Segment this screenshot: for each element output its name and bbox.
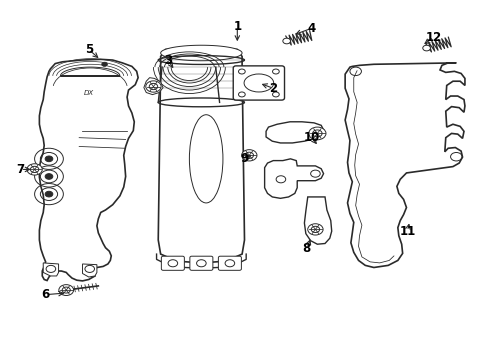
Circle shape xyxy=(282,38,290,44)
FancyBboxPatch shape xyxy=(161,256,184,270)
Polygon shape xyxy=(264,159,323,198)
Text: 1: 1 xyxy=(233,20,241,33)
Text: 3: 3 xyxy=(163,54,172,67)
Text: 9: 9 xyxy=(240,152,248,165)
Circle shape xyxy=(45,174,53,179)
Polygon shape xyxy=(43,263,59,276)
Text: 2: 2 xyxy=(268,82,277,95)
Polygon shape xyxy=(61,67,120,76)
Text: 4: 4 xyxy=(307,22,315,35)
Circle shape xyxy=(241,150,256,161)
Circle shape xyxy=(45,191,53,197)
Circle shape xyxy=(45,156,53,162)
FancyBboxPatch shape xyxy=(233,66,284,100)
Circle shape xyxy=(422,45,429,51)
Circle shape xyxy=(308,127,325,140)
Polygon shape xyxy=(82,264,97,277)
Text: 5: 5 xyxy=(84,43,93,56)
FancyBboxPatch shape xyxy=(189,256,212,270)
Text: 11: 11 xyxy=(399,225,415,238)
Text: DX: DX xyxy=(83,90,94,95)
Polygon shape xyxy=(161,45,242,61)
Ellipse shape xyxy=(244,74,273,92)
Polygon shape xyxy=(265,122,323,143)
Text: 8: 8 xyxy=(302,242,310,255)
Text: 10: 10 xyxy=(303,131,319,144)
Circle shape xyxy=(102,62,107,66)
Text: 7: 7 xyxy=(17,163,25,176)
Text: 6: 6 xyxy=(41,288,50,301)
Circle shape xyxy=(59,285,74,296)
Polygon shape xyxy=(304,197,331,244)
FancyBboxPatch shape xyxy=(218,256,241,270)
Circle shape xyxy=(145,81,161,92)
Polygon shape xyxy=(143,78,163,95)
Text: 12: 12 xyxy=(425,31,441,44)
Circle shape xyxy=(307,224,323,235)
Circle shape xyxy=(27,164,42,175)
